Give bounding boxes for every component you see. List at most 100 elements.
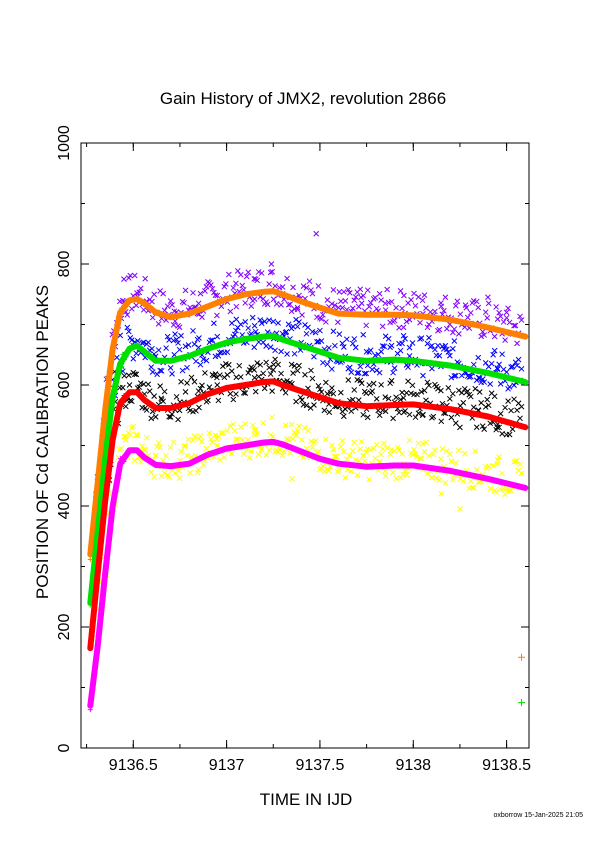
- scatter-point: [385, 335, 392, 342]
- scatter-point: [444, 346, 450, 353]
- scatter-point: [384, 286, 390, 293]
- scatter-point: [305, 427, 311, 434]
- data-point: [270, 367, 277, 373]
- scatter-point: [217, 372, 223, 378]
- scatter-point: [364, 287, 371, 294]
- scatter-point: [349, 448, 356, 454]
- scatter-point: [172, 331, 178, 337]
- scatter-point: [517, 461, 523, 468]
- scatter-point: [417, 455, 423, 462]
- scatter-point: [366, 382, 373, 388]
- scatter-point: [414, 391, 420, 398]
- scatter-point: [137, 458, 144, 465]
- data-point: [438, 303, 445, 310]
- scatter-point: [152, 414, 159, 420]
- scatter-point: [181, 299, 187, 306]
- scatter-point: [339, 340, 346, 347]
- scatter-point: [311, 353, 317, 360]
- data-point: [429, 342, 435, 349]
- scatter-point: [199, 438, 205, 445]
- data-point: [326, 409, 333, 416]
- scatter-point: [363, 390, 370, 397]
- scatter-point: [351, 387, 358, 393]
- scatter-point: [397, 347, 404, 354]
- scatter-point: [340, 413, 347, 420]
- scatter-point: [258, 270, 265, 276]
- scatter-point: [133, 371, 140, 378]
- scatter-point: [402, 467, 408, 474]
- scatter-point: [417, 319, 423, 326]
- scatter-point: [349, 396, 356, 403]
- scatter-point: [496, 454, 502, 460]
- scatter-point: [234, 436, 241, 443]
- scatter-point: [303, 402, 310, 409]
- data-point: [251, 374, 258, 381]
- scatter-point: [403, 318, 410, 325]
- scatter-point: [324, 361, 331, 368]
- scatter-point: [420, 372, 426, 379]
- data-point: [279, 284, 286, 290]
- scatter-point: [484, 396, 491, 403]
- scatter-point: [467, 373, 474, 380]
- scatter-point: [303, 284, 310, 291]
- scatter-point: [399, 340, 405, 347]
- scatter-point: [221, 283, 228, 290]
- scatter-point: [240, 451, 247, 457]
- scatter-point: [152, 452, 159, 459]
- scatter-point: [263, 343, 270, 349]
- scatter-point: [346, 364, 353, 371]
- scatter-point: [332, 342, 338, 349]
- data-point: [457, 506, 463, 512]
- scatter-point: [378, 381, 385, 388]
- scatter-point: [499, 430, 505, 437]
- scatter-point: [245, 269, 252, 276]
- scatter-point: [496, 309, 502, 316]
- scatter-point: [251, 276, 258, 282]
- data-point: [358, 294, 364, 301]
- scatter-point: [517, 415, 523, 422]
- y-tick-label: 800: [56, 251, 73, 278]
- scatter-point: [323, 319, 329, 325]
- scatter-point: [348, 468, 355, 474]
- scatter-point: [299, 397, 305, 403]
- scatter-point: [457, 311, 464, 318]
- scatter-point: [438, 387, 444, 394]
- scatter-point: [508, 487, 514, 494]
- scatter-point: [202, 288, 208, 294]
- scatter-point: [502, 404, 508, 411]
- scatter-point: [231, 331, 238, 338]
- scatter-point: [284, 351, 290, 357]
- scatter-point: [399, 451, 405, 457]
- scatter-point: [128, 305, 135, 312]
- scatter-point: [160, 398, 166, 405]
- scatter-point: [351, 439, 358, 446]
- scatter-point: [318, 338, 325, 344]
- scatter-point: [143, 407, 150, 413]
- scatter-point: [464, 388, 471, 395]
- scatter-point: [284, 377, 290, 384]
- scatter-point: [388, 298, 395, 305]
- scatter-point: [228, 450, 235, 457]
- data-point: [438, 418, 445, 425]
- scatter-point: [418, 455, 425, 462]
- scatter-point: [346, 290, 353, 296]
- scatter-point: [264, 301, 271, 308]
- scatter-point: [466, 374, 473, 380]
- scatter-point: [423, 397, 429, 404]
- scatter-point: [258, 446, 265, 453]
- scatter-point: [208, 337, 214, 344]
- scatter-point: [402, 335, 408, 342]
- scatter-point: [125, 372, 132, 379]
- scatter-point: [155, 320, 162, 327]
- scatter-point: [272, 347, 278, 354]
- scatter-point: [393, 475, 399, 482]
- data-point: [149, 345, 155, 352]
- scatter-point: [305, 324, 311, 331]
- scatter-point: [182, 443, 189, 449]
- data-point: [451, 373, 458, 379]
- scatter-point: [155, 347, 162, 353]
- scatter-point: [482, 360, 489, 366]
- x-axis-label: TIME IN IJD: [260, 790, 353, 809]
- scatter-point: [426, 334, 432, 341]
